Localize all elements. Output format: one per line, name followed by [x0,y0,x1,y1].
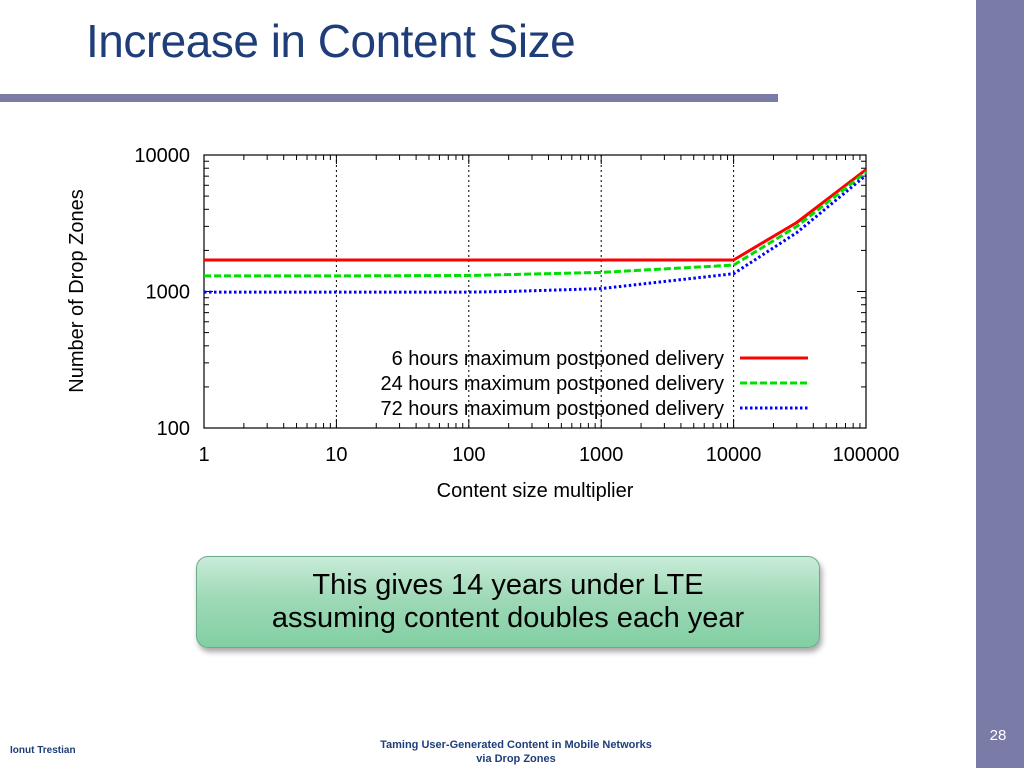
y-tick-label: 10000 [134,145,190,167]
callout-box: This gives 14 years under LTE assuming c… [196,556,820,648]
footer-title-line-2: via Drop Zones [476,753,556,765]
legend-label-2: 24 hours maximum postponed delivery [380,373,724,395]
x-tick-label: 100 [452,444,485,466]
y-tick-label: 100 [157,418,190,440]
legend-label-3: 72 hours maximum postponed delivery [380,398,724,420]
side-accent-bar [976,0,1024,768]
slide-number: 28 [989,727,1007,744]
series-line-1 [204,168,867,262]
callout-line-2: assuming content doubles each year [271,602,745,634]
title-underline [0,94,778,102]
legend-label-1: 6 hours maximum postponed delivery [392,348,724,370]
footer-title-line-1: Taming User-Generated Content in Mobile … [380,739,652,751]
x-tick-label: 1 [198,444,209,466]
y-axis-label: Number of Drop Zones [66,189,88,392]
x-tick-label: 10 [325,444,347,466]
content-size-chart: 1 10 100 1000 10000 100000 100 1000 10000 6 hour… [66,145,900,502]
footer-title: Taming User-Generated Content in Mobile … [340,738,692,766]
x-tick-label: 1000 [579,444,624,466]
x-tick-label: 10000 [706,444,762,466]
callout-line-1: This gives 14 years under LTE [312,569,704,601]
series-line-3 [204,174,867,294]
slide-title: Increase in Content Size [86,15,576,67]
y-tick-label: 1000 [146,282,191,304]
series-line-2 [204,170,867,278]
x-axis-label: Content size multiplier [437,480,634,502]
x-tick-label: 100000 [833,444,900,466]
footer-author: Ionut Trestian [10,745,76,756]
